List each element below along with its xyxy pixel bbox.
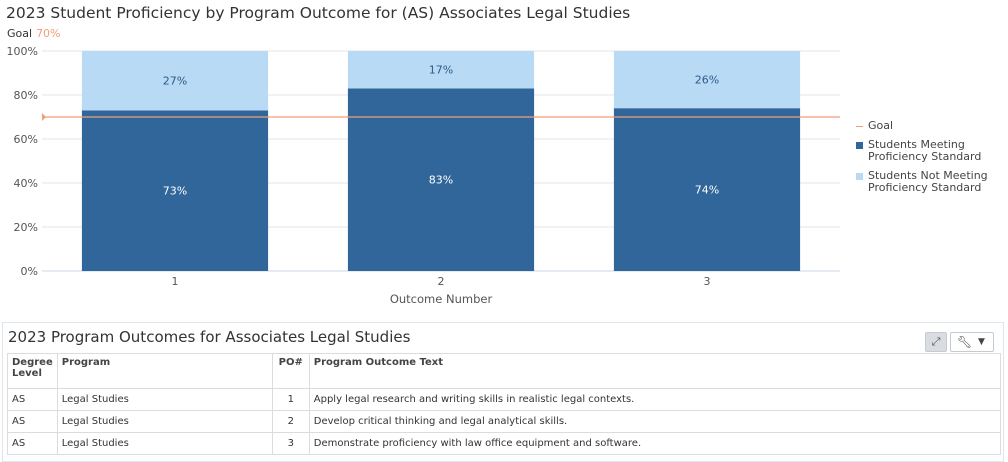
bar-meeting [613, 108, 801, 271]
legend-not-meeting-label-line2: Proficiency Standard [868, 181, 982, 194]
bar-not-meeting [613, 51, 801, 109]
chart-title: 2023 Student Proficiency by Program Outc… [6, 4, 631, 22]
wrench-icon: 🔧︎ [957, 335, 973, 349]
cell-program: Legal Studies [56, 432, 273, 455]
y-tick-label: 60% [14, 133, 38, 146]
x-axis-title: Outcome Number [390, 292, 493, 306]
x-tick-label: 2 [438, 275, 445, 288]
legend-item-not-meeting[interactable]: Students Not Meeting Proficiency Standar… [856, 170, 988, 194]
legend-item-goal[interactable]: Goal [856, 120, 988, 132]
y-tick-label: 80% [14, 89, 38, 102]
cell-degree: AS [7, 388, 58, 411]
cell-program: Legal Studies [56, 388, 273, 411]
header-degree-line2: Level [12, 368, 42, 379]
header-outcome-text[interactable]: Program Outcome Text [308, 353, 1002, 389]
header-degree-line1: Degree [12, 357, 53, 368]
y-tick-label: 40% [14, 177, 38, 190]
table-title: 2023 Program Outcomes for Associates Leg… [8, 328, 411, 346]
data-label: 26% [695, 74, 719, 87]
legend-meeting-label-line2: Proficiency Standard [868, 150, 982, 163]
expand-icon: ⤢ [931, 335, 941, 348]
table-row: AS Legal Studies 3 Demonstrate proficien… [7, 432, 1002, 455]
legend-goal-label: Goal [868, 119, 894, 132]
header-degree-level[interactable]: Degree Level [7, 353, 58, 389]
x-tick-label: 1 [172, 275, 179, 288]
header-po-number[interactable]: PO# [271, 353, 310, 389]
y-tick-label: 100% [7, 45, 38, 58]
table-row: AS Legal Studies 2 Develop critical thin… [7, 410, 1002, 433]
legend-item-meeting[interactable]: Students Meeting Proficiency Standard [856, 139, 988, 163]
bar-meeting [347, 88, 535, 272]
goal-subtitle: Goal 70% [7, 27, 61, 40]
legend-not-meeting-swatch [856, 173, 863, 180]
header-program[interactable]: Program [56, 353, 273, 389]
cell-outcome-text: Apply legal research and writing skills … [308, 388, 1002, 411]
table-row: AS Legal Studies 1 Apply legal research … [7, 388, 1002, 411]
cell-degree: AS [7, 410, 58, 433]
bar-meeting [81, 110, 269, 272]
chevron-down-icon: ▼ [978, 337, 985, 347]
cell-outcome-text: Demonstrate proficiency with law office … [308, 432, 1002, 455]
cell-po: 2 [271, 410, 310, 433]
goal-marker [42, 113, 46, 121]
cell-outcome-text: Develop critical thinking and legal anal… [308, 410, 1002, 433]
bar-not-meeting [347, 51, 535, 89]
bar-not-meeting [81, 51, 269, 111]
legend-goal-line [856, 126, 863, 127]
outcomes-table: Degree Level Program PO# Program Outcome … [7, 353, 1002, 455]
legend-meeting-label-line1: Students Meeting [868, 138, 965, 151]
goal-subtitle-value: 70% [36, 27, 61, 40]
cell-po: 3 [271, 432, 310, 455]
data-label: 17% [429, 64, 453, 77]
outcomes-panel: 2023 Program Outcomes for Associates Leg… [2, 322, 1004, 462]
bar-chart: 0% 20% 40% 60% 80% 100% 73% 27% 1 83% 17% 2 74% 26% 3 O… [7, 45, 840, 306]
y-tick-label: 20% [14, 221, 38, 234]
y-tick-label: 0% [21, 265, 38, 278]
data-label: 27% [163, 75, 187, 88]
data-label: 73% [163, 185, 187, 198]
data-label: 83% [429, 174, 453, 187]
cell-program: Legal Studies [56, 410, 273, 433]
x-tick-label: 3 [704, 275, 711, 288]
legend-not-meeting-label-line1: Students Not Meeting [868, 169, 988, 182]
cell-po: 1 [271, 388, 310, 411]
settings-menu-button[interactable]: 🔧︎ ▼ [950, 332, 994, 352]
data-label: 74% [695, 184, 719, 197]
legend-meeting-swatch [856, 142, 863, 149]
cell-degree: AS [7, 432, 58, 455]
goal-subtitle-label: Goal [7, 27, 33, 40]
expand-button[interactable]: ⤢ [925, 332, 947, 352]
table-header-row: Degree Level Program PO# Program Outcome … [7, 353, 1002, 389]
chart-legend: Goal Students Meeting Proficiency Standa… [856, 120, 988, 201]
